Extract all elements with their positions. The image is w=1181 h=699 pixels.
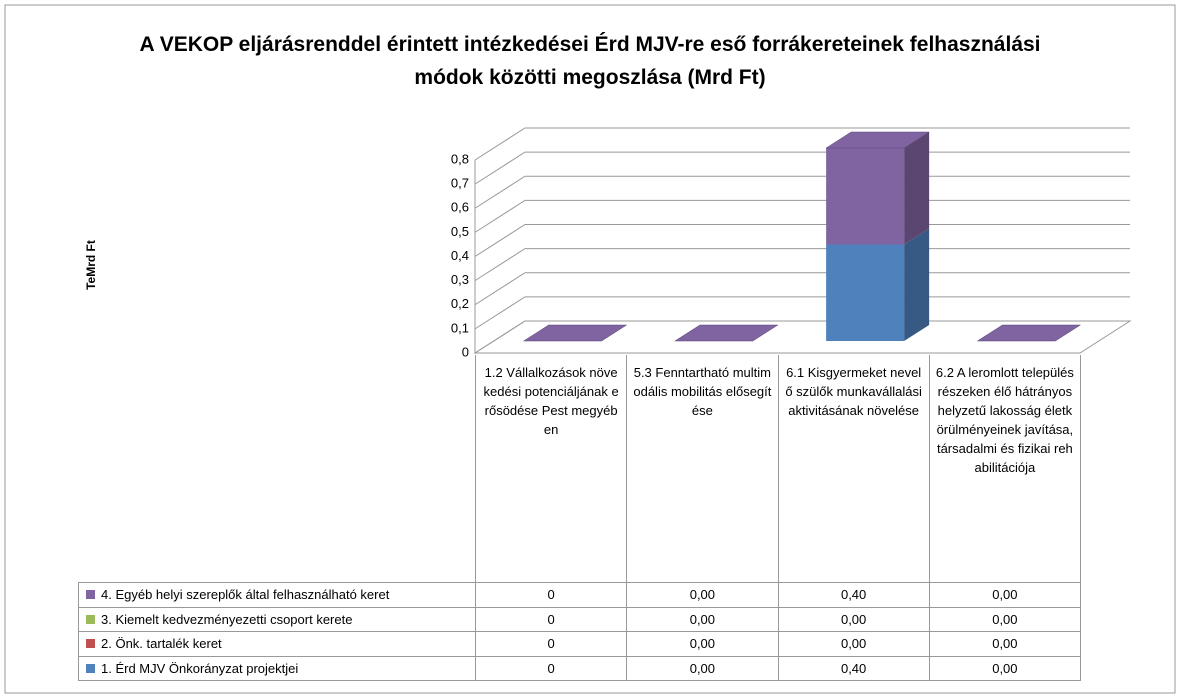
grid-line bbox=[474, 199, 1130, 233]
table-value: 0,00 bbox=[626, 606, 779, 632]
bar-top bbox=[825, 131, 930, 149]
table-value: 0,00 bbox=[626, 631, 779, 657]
table-value: 0,40 bbox=[777, 582, 930, 608]
y-tick-label: 0 bbox=[462, 344, 469, 359]
y-tick-label: 0,8 bbox=[451, 151, 469, 166]
table-value: 0 bbox=[475, 582, 628, 608]
grid-line bbox=[474, 224, 1130, 257]
bar-top bbox=[674, 324, 779, 342]
y-axis-label: TeMrd Ft bbox=[84, 240, 98, 290]
table-value: 0 bbox=[475, 606, 628, 632]
bar-side bbox=[904, 228, 930, 341]
y-tick-label: 0,7 bbox=[451, 176, 469, 191]
y-tick-label: 0,4 bbox=[451, 248, 469, 263]
legend-entry: 3. Kiemelt kedvezményezetti csoport kere… bbox=[78, 606, 476, 632]
grid-line bbox=[474, 151, 1130, 185]
category-label: 1.2 Vállalkozások növekedési potenciáljá… bbox=[475, 355, 628, 583]
legend-key bbox=[86, 639, 95, 648]
bar-side bbox=[904, 132, 930, 245]
table-value: 0,00 bbox=[928, 582, 1081, 608]
table-value: 0,00 bbox=[626, 655, 779, 681]
bar bbox=[826, 244, 905, 341]
legend-entry: 2. Önk. tartalék keret bbox=[78, 631, 476, 657]
legend-key bbox=[86, 663, 95, 673]
table-value: 0 bbox=[475, 631, 628, 657]
y-tick-label: 0,2 bbox=[451, 296, 469, 311]
legend-entry: 4. Egyéb helyi szereplők által felhaszná… bbox=[78, 582, 476, 608]
grid-line bbox=[474, 127, 1130, 161]
y-tick-label: 0,3 bbox=[451, 272, 469, 287]
y-tick-label: 0,1 bbox=[451, 320, 469, 335]
legend-key bbox=[86, 614, 95, 624]
table-value: 0,40 bbox=[777, 655, 930, 681]
bar-top bbox=[522, 324, 628, 342]
table-value: 0,00 bbox=[626, 582, 779, 608]
bar-top bbox=[976, 324, 1082, 342]
table-value: 0,00 bbox=[777, 631, 930, 657]
table-value: 0,00 bbox=[928, 606, 1081, 632]
table-value: 0,00 bbox=[777, 606, 930, 632]
legend-key bbox=[86, 590, 95, 599]
table-value: 0 bbox=[475, 655, 628, 681]
category-label: 5.3 Fenntartható multimodális mobilitás … bbox=[626, 355, 779, 583]
grid-line bbox=[474, 296, 1130, 330]
category-label: 6.1 Kisgyermeket nevelő szülők munkaváll… bbox=[777, 355, 930, 583]
table-value: 0,00 bbox=[928, 631, 1081, 657]
chart-title: A VEKOP eljárásrenddel érintett intézked… bbox=[139, 33, 1041, 89]
y-tick-label: 0,6 bbox=[451, 200, 469, 215]
legend-entry: 1. Érd MJV Önkorányzat projektjei bbox=[78, 655, 476, 681]
grid-line bbox=[474, 272, 1130, 306]
y-tick-label: 0,5 bbox=[451, 224, 469, 239]
table-value: 0,00 bbox=[928, 655, 1081, 681]
chart-border bbox=[4, 4, 1176, 694]
bar bbox=[826, 148, 905, 245]
grid-line bbox=[474, 248, 1130, 282]
category-label: 6.2 A leromlott településrészeken élő há… bbox=[928, 355, 1081, 583]
grid-line bbox=[474, 175, 1130, 209]
